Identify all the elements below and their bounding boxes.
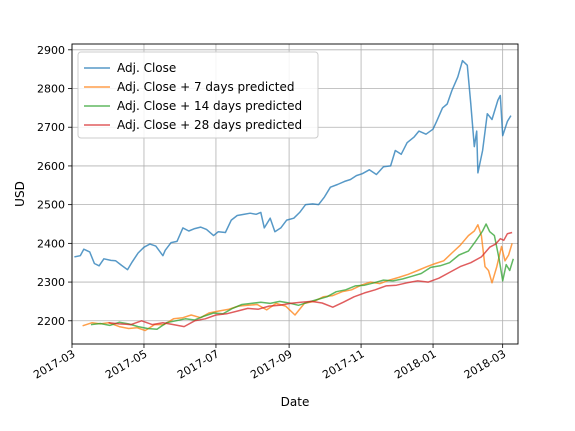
y-tick-label: 2400 bbox=[37, 237, 65, 250]
y-tick-label: 2900 bbox=[37, 44, 65, 57]
plot-frame bbox=[71, 43, 519, 345]
series-line-2 bbox=[90, 223, 515, 331]
y-axis-label: USD bbox=[13, 181, 27, 207]
y-tick-label: 2300 bbox=[37, 276, 65, 289]
legend-label: Adj. Close + 7 days predicted bbox=[117, 80, 294, 94]
legend: Adj. Close Adj. Close + 7 days predicted… bbox=[77, 51, 319, 139]
legend-box bbox=[77, 51, 319, 139]
x-axis-label: Date bbox=[281, 395, 310, 409]
y-tick-label: 2600 bbox=[37, 160, 65, 173]
legend-entry-28-days: Adj. Close + 28 days predicted bbox=[84, 118, 302, 132]
y-tick-label: 2700 bbox=[37, 121, 65, 134]
series-line-3 bbox=[108, 231, 513, 328]
legend-entry-adj-close: Adj. Close bbox=[84, 61, 176, 75]
legend-entry-7-days: Adj. Close + 7 days predicted bbox=[84, 80, 294, 94]
legend-entry-14-days: Adj. Close + 14 days predicted bbox=[84, 99, 302, 113]
y-tick-label: 2200 bbox=[37, 315, 65, 328]
y-tick-label: 2800 bbox=[37, 83, 65, 96]
legend-label: Adj. Close bbox=[117, 61, 176, 75]
series-lines bbox=[74, 59, 515, 332]
legend-label: Adj. Close + 14 days predicted bbox=[117, 99, 302, 113]
legend-label: Adj. Close + 28 days predicted bbox=[117, 118, 302, 132]
y-tick-label: 2500 bbox=[37, 199, 65, 212]
series-line-0 bbox=[74, 59, 512, 271]
